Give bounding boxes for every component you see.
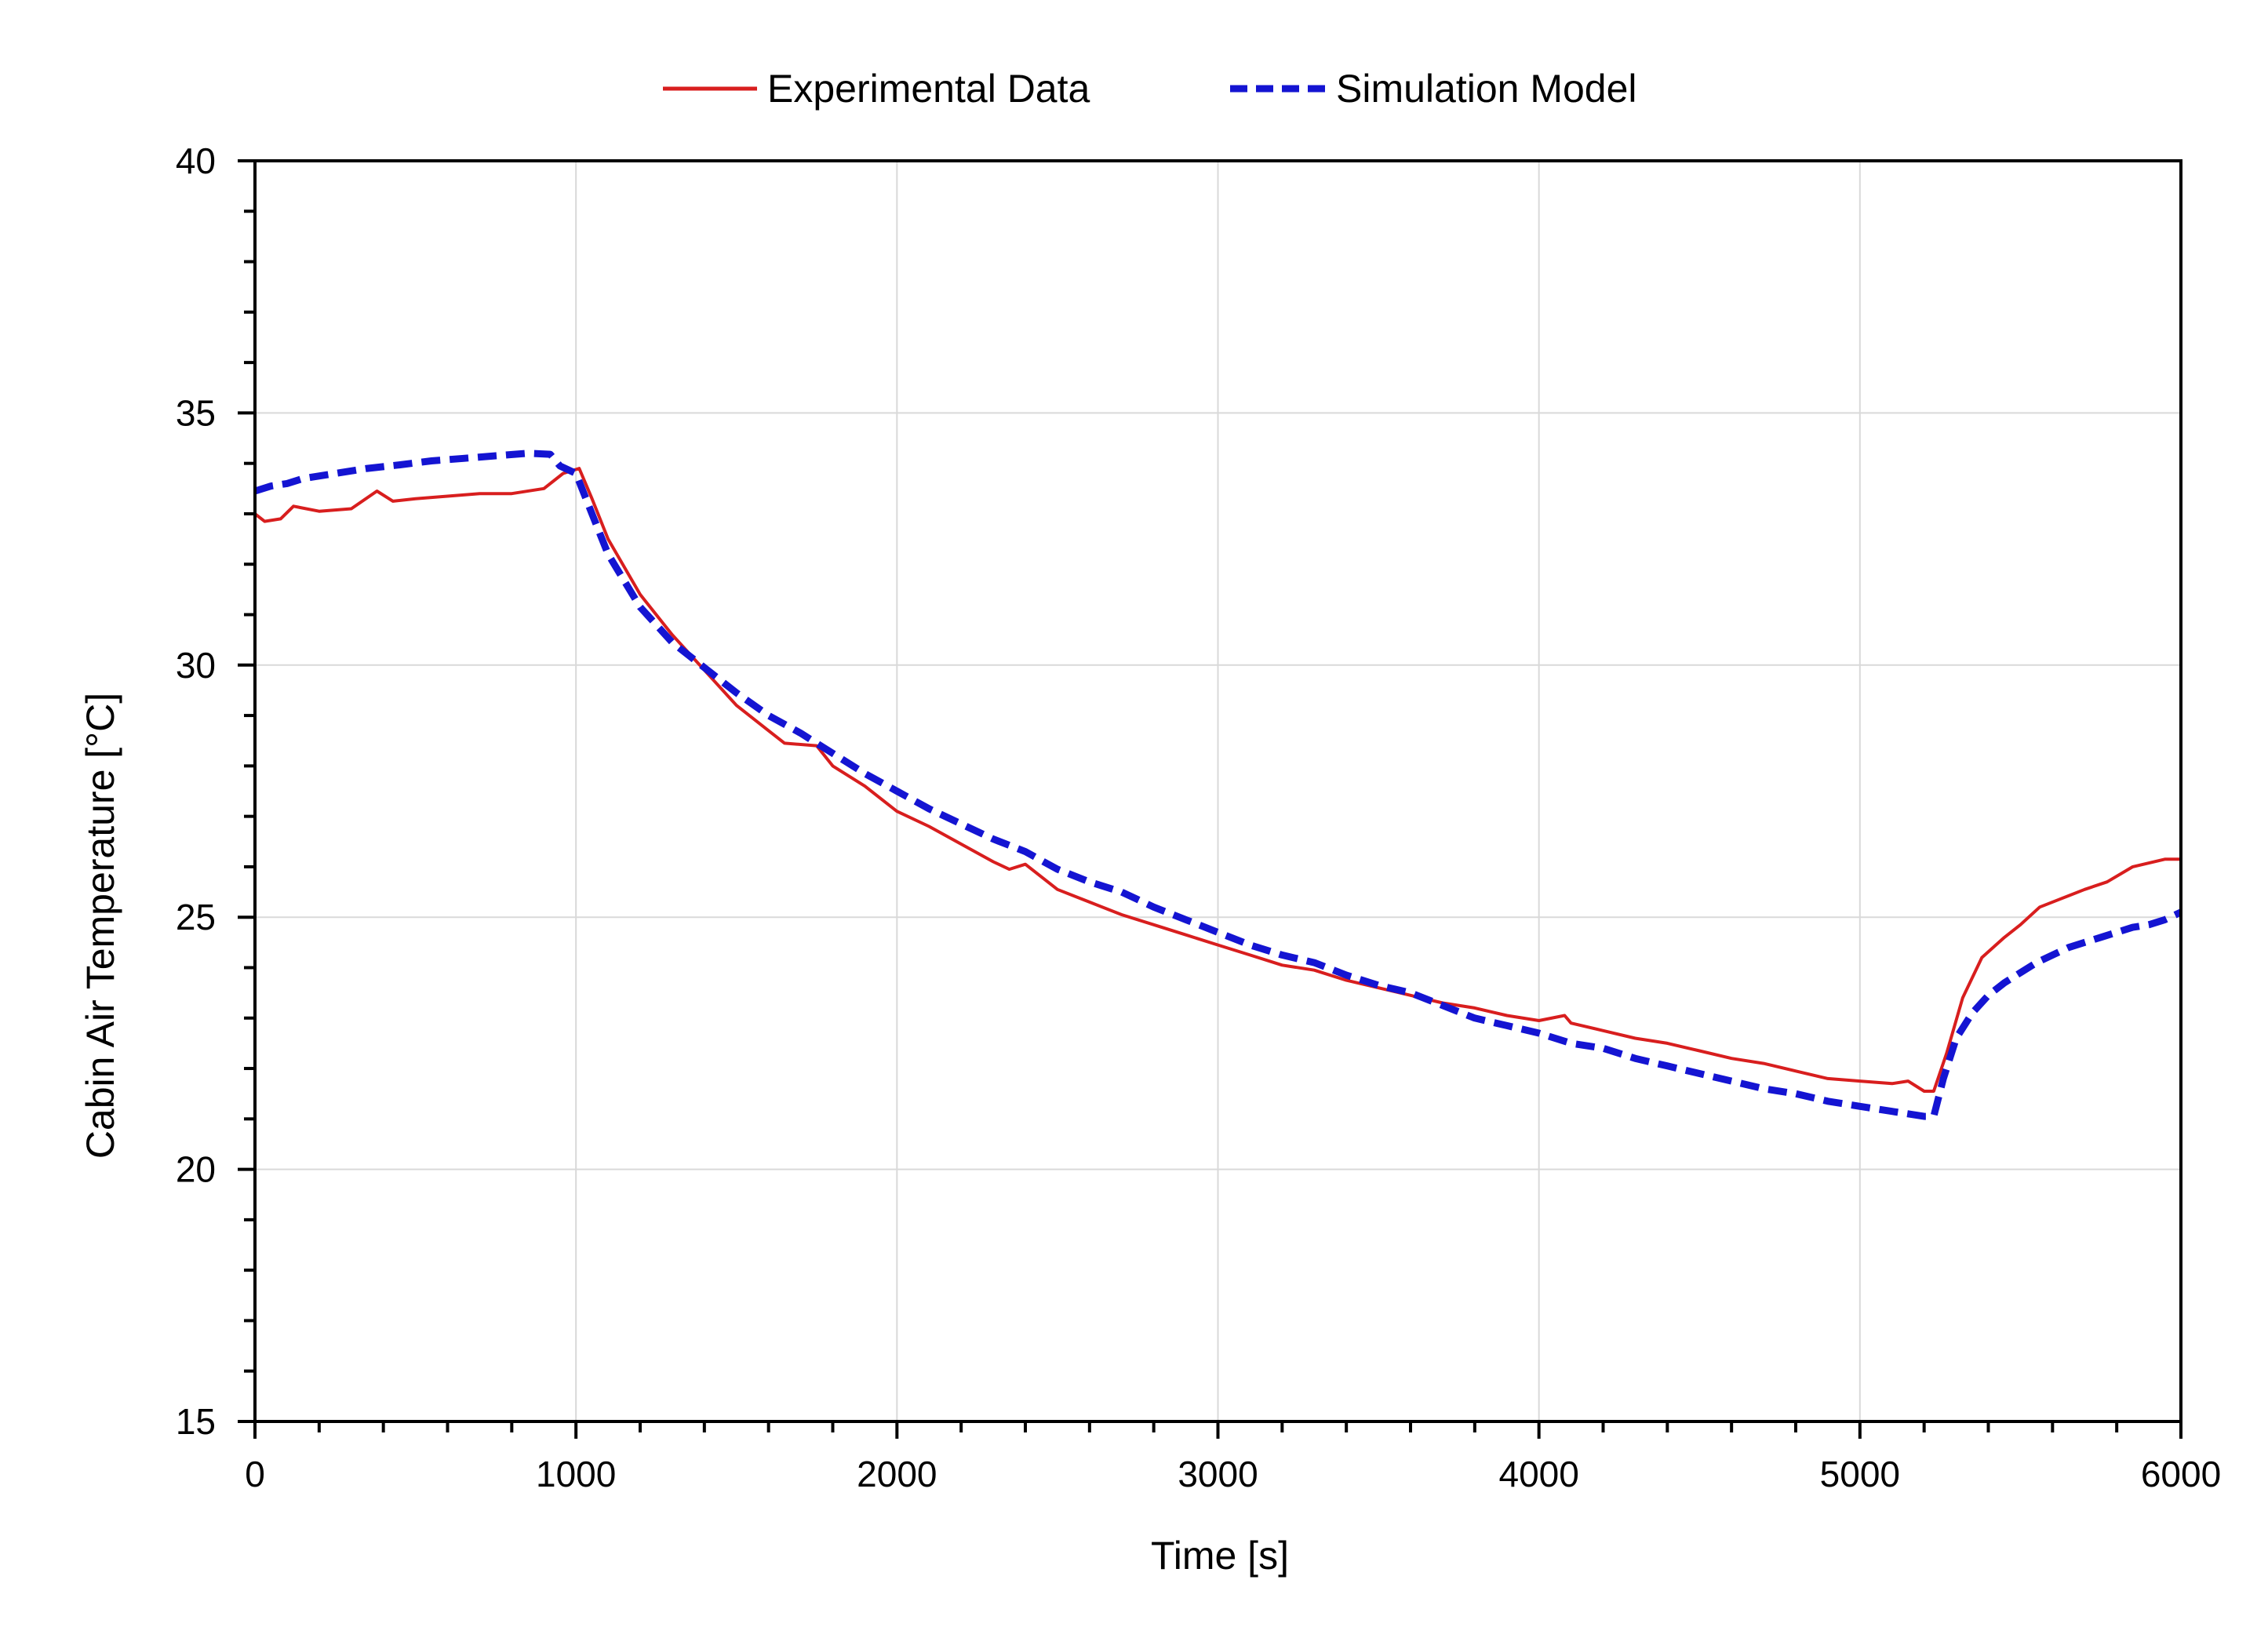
series-line-experimental-data [253, 467, 2181, 1093]
y-tick-label-30: 30 [176, 645, 216, 686]
y-tick-label-35: 35 [176, 392, 216, 433]
x-tick-label-0: 0 [245, 1454, 265, 1494]
x-tick-label-4000: 4000 [1498, 1454, 1578, 1494]
x-axis-label: Time [s] [1151, 1534, 1289, 1578]
x-tick-label-5000: 5000 [1820, 1454, 1900, 1494]
legend-label-simulation: Simulation Model [1336, 67, 1637, 111]
x-tick-label-3000: 3000 [1178, 1454, 1258, 1494]
tick-labels: 0 1000 2000 3000 4000 5000 6000 15 20 25 30 35 40 [176, 140, 2221, 1494]
y-tick-label-20: 20 [176, 1149, 216, 1190]
x-tick-label-6000: 6000 [2141, 1454, 2221, 1494]
series-group [253, 450, 2182, 1120]
x-tick-label-2000: 2000 [857, 1454, 937, 1494]
y-tick-label-40: 40 [176, 140, 216, 181]
x-tick-label-1000: 1000 [536, 1454, 616, 1494]
tick-marks [238, 159, 2182, 1439]
series-line-simulation-model [253, 450, 2182, 1120]
y-axis-label: Cabin Air Temperature [°C] [78, 693, 122, 1159]
y-tick-label-25: 25 [176, 897, 216, 937]
y-tick-label-15: 15 [176, 1401, 216, 1442]
legend: Experimental Data Simulation Model [663, 67, 1637, 111]
gridlines [255, 161, 2181, 1421]
legend-label-experimental: Experimental Data [767, 67, 1090, 111]
